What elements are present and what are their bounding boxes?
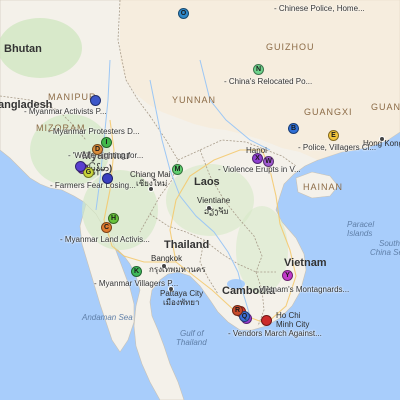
map-marker-k[interactable]: K bbox=[131, 266, 142, 277]
city-label-bangkok: Bangkok bbox=[151, 254, 183, 263]
map-marker-c[interactable]: C bbox=[101, 222, 112, 233]
city-label-pattaya: Pattaya City bbox=[160, 289, 204, 298]
map-marker-n[interactable]: N bbox=[253, 64, 264, 75]
region-label-yunnan: YUNNAN bbox=[172, 95, 217, 105]
map-marker-a[interactable] bbox=[90, 95, 101, 106]
region-label-manipur: MANIPUR bbox=[48, 92, 97, 102]
china-region bbox=[120, 0, 400, 160]
map-marker-s[interactable] bbox=[261, 315, 272, 326]
water-label-south-china-sea: South bbox=[379, 239, 400, 248]
terrain-patch bbox=[0, 18, 82, 78]
map-marker-w[interactable]: W bbox=[263, 156, 274, 167]
water-label-paracel: Paracel bbox=[347, 220, 375, 229]
country-label-cambodia: Cambodia bbox=[222, 285, 276, 297]
water-label-paracel-2: Islands bbox=[347, 229, 373, 238]
region-label-hainan: HAINAN bbox=[303, 182, 344, 192]
water-label-gulf-of-thailand-2: Thailand bbox=[176, 338, 207, 347]
map-marker-y[interactable]: Y bbox=[282, 270, 293, 281]
event-label-myanmar-land[interactable]: - Myanmar Land Activis... bbox=[60, 235, 150, 244]
country-label-bangladesh: angladesh bbox=[0, 99, 53, 111]
water-label-south-china-sea-2: China Sea bbox=[370, 248, 400, 257]
map-marker-b[interactable]: B bbox=[288, 123, 299, 134]
city-dot-pattaya bbox=[168, 286, 174, 292]
water-label-andaman-sea: Andaman Sea bbox=[82, 313, 133, 322]
event-label-police-villagers[interactable]: - Police, Villagers Cl... bbox=[298, 143, 377, 152]
country-label-myanmar-script: (မြန်မာ) bbox=[86, 163, 113, 173]
map-marker-o[interactable]: O bbox=[178, 8, 189, 19]
terrain-patch bbox=[166, 164, 254, 236]
event-label-montagnards[interactable]: - Vietnam's Montagnards... bbox=[254, 285, 350, 294]
city-dot-vientiane bbox=[206, 205, 212, 211]
city-label-ho-chi-minh: Ho Chi bbox=[276, 311, 301, 320]
map-marker-e[interactable]: E bbox=[328, 130, 339, 141]
event-label-farmers-fear[interactable]: - Farmers Fear Losing... bbox=[50, 181, 136, 190]
city-label-vientiane-local: ວຽງຈັນ bbox=[204, 207, 229, 216]
city-label-hanoi: Hanoi bbox=[246, 146, 267, 155]
city-label-chiang-mai: Chiang Mai bbox=[130, 170, 171, 179]
event-label-vendors-march[interactable]: - Vendors March Against... bbox=[228, 329, 322, 338]
country-label-bhutan: Bhutan bbox=[4, 43, 42, 55]
map-marker-r[interactable]: R bbox=[232, 305, 243, 316]
region-label-mizoram: MIZORAM bbox=[36, 123, 86, 133]
city-dot-chiang-mai bbox=[148, 186, 154, 192]
city-label-hong-kong: Hong Kong bbox=[363, 139, 400, 148]
country-label-myanmar: Myanmar bbox=[82, 150, 131, 162]
water-label-gulf-of-thailand: Gulf of bbox=[180, 329, 204, 338]
map-marker-m[interactable]: M bbox=[172, 164, 183, 175]
country-label-vietnam: Vietnam bbox=[284, 257, 327, 269]
city-label-vientiane: Vientiane bbox=[197, 196, 231, 205]
event-label-chinese-police[interactable]: - Chinese Police, Home... bbox=[274, 4, 365, 13]
city-label-chiang-mai-thai: เชียงใหม่ bbox=[136, 179, 168, 188]
region-label-guangdong: GUANG bbox=[371, 102, 400, 112]
map-marker-d[interactable]: D bbox=[92, 144, 103, 155]
event-label-china-relocated[interactable]: - China's Relocated Po... bbox=[224, 77, 313, 86]
map-marker-i[interactable]: I bbox=[101, 137, 112, 148]
city-label-ho-chi-minh-2: Minh City bbox=[276, 320, 310, 329]
land-hainan bbox=[295, 171, 339, 199]
city-label-bangkok-thai: กรุงเทพมหานคร bbox=[149, 265, 206, 274]
country-label-thailand: Thailand bbox=[164, 239, 210, 251]
event-label-violence-erupts[interactable]: - Violence Erupts in V... bbox=[218, 165, 301, 174]
event-label-myanmar-villagers[interactable]: - Myanmar Villagers P... bbox=[94, 279, 179, 288]
map-marker-j[interactable] bbox=[102, 173, 113, 184]
map-marker-h[interactable]: H bbox=[108, 213, 119, 224]
country-label-laos: Laos bbox=[194, 176, 220, 188]
map-marker-q[interactable]: Q bbox=[239, 311, 250, 322]
event-label-myanmar-activists[interactable]: - Myanmar Activists P... bbox=[24, 107, 107, 116]
city-dot-hong-kong bbox=[379, 136, 385, 142]
event-label-were-fighting[interactable]: - 'We're Fighting for... bbox=[68, 151, 144, 160]
map-marker-x[interactable]: X bbox=[252, 153, 263, 164]
region-label-guizhou: GUIZHOU bbox=[266, 42, 315, 52]
map-marker-g[interactable]: G bbox=[83, 167, 94, 178]
map-marker-fu[interactable] bbox=[75, 161, 86, 172]
city-label-pattaya-thai: เมืองพัทยา bbox=[163, 298, 200, 307]
city-dot-bangkok bbox=[161, 263, 167, 269]
event-label-myanmar-protesters[interactable]: - Myanmar Protesters D... bbox=[48, 127, 140, 136]
roads bbox=[103, 119, 297, 323]
region-label-guangxi: GUANGXI bbox=[304, 107, 353, 117]
terrain-patch bbox=[236, 206, 288, 294]
